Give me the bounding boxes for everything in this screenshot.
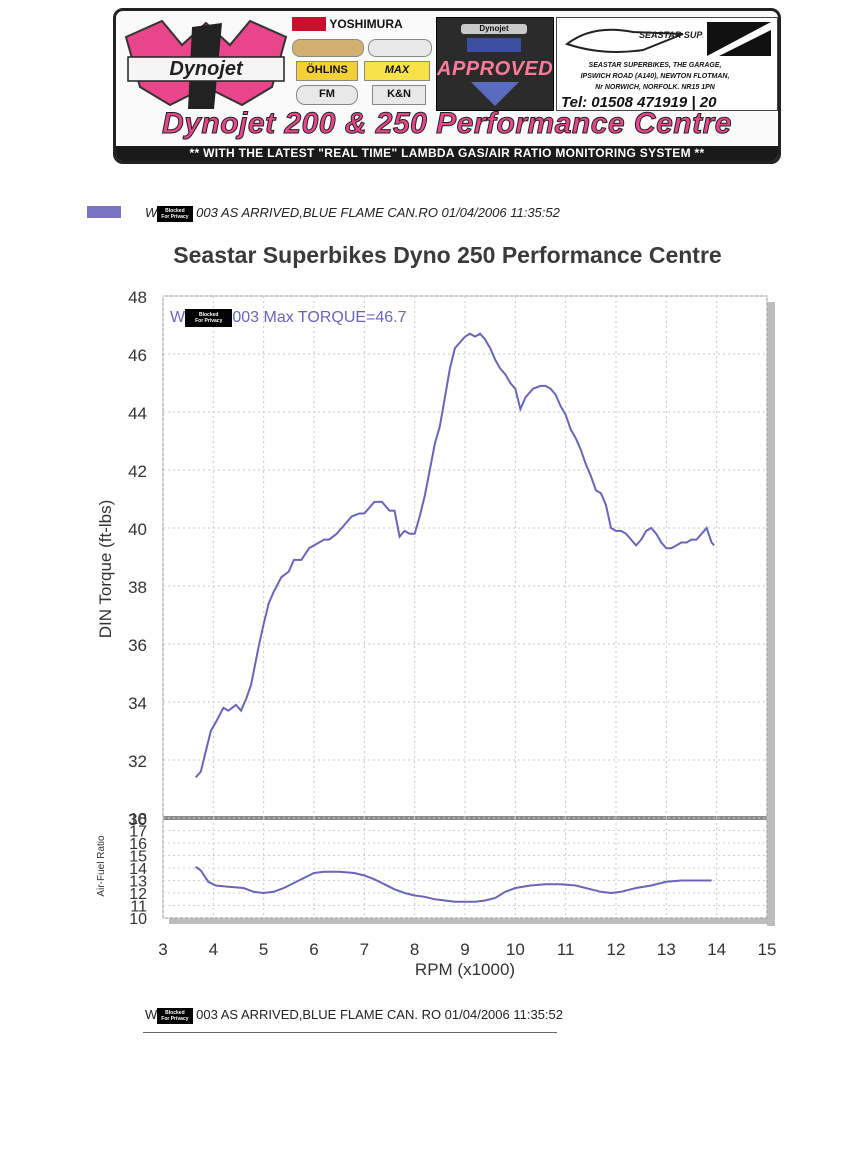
y-tick-label: 34: [128, 694, 147, 713]
privacy-block: Blocked For Privacy: [157, 205, 193, 222]
privacy-block: Blocked For Privacy: [185, 309, 233, 327]
sponsor-fm: FM: [296, 85, 358, 105]
seastar-address: SEASTAR SUPERBIKES, THE GARAGE, IPSWICH …: [580, 62, 730, 91]
x-tick-label: 4: [209, 940, 218, 959]
x-tick-label: 8: [410, 940, 419, 959]
y-tick-label: 18: [129, 811, 147, 828]
y-tick-label: 38: [128, 578, 147, 597]
y-tick-label: 32: [128, 752, 147, 771]
y-tick-label: 11: [130, 899, 147, 916]
legend-entry: W Blocked For Privacy 003 AS ARRIVED,BLUE …: [145, 205, 560, 222]
x-tick-label: 13: [657, 940, 676, 959]
x-tick-label: 11: [557, 940, 575, 959]
torque-grid: [162, 295, 768, 819]
footer-rule: [143, 1032, 557, 1033]
x-tick-label: 7: [360, 940, 369, 959]
y-tick-label: 30: [128, 810, 147, 829]
panel-divider: [163, 816, 767, 820]
y-tick-label: 15: [129, 849, 147, 866]
approved-badge-top: Dynojet: [461, 24, 527, 34]
y-tick-label: 16: [129, 836, 147, 853]
x-tick-label: 6: [309, 940, 318, 959]
x-tick-label: 3: [158, 940, 167, 959]
approved-text: APPROVED: [437, 58, 554, 80]
banner-title: Dynojet 200 & 250 Performance Centre: [162, 107, 732, 141]
sponsor-ohlins: ÖHLINS: [296, 61, 358, 81]
approved-triangle-icon: [471, 82, 519, 106]
x-tick-label: 9: [460, 940, 469, 959]
torque-y-tick-labels: 30 32 34 36 38 40 42 44 46 48: [128, 288, 147, 829]
y-tick-label: 46: [128, 346, 147, 365]
y-tick-label: 48: [128, 288, 147, 307]
legend-swatch: [87, 206, 121, 218]
y-tick-label: 14: [129, 861, 147, 878]
seastar-logo-block: SEASTAR SUPERBIKES SEASTAR SUPERBIKES, T…: [556, 17, 778, 111]
flag-icon: [707, 22, 771, 56]
x-tick-labels: 3 4 5 6 7 8 9 10 11 12 13 14 15: [158, 940, 776, 959]
banner-strip: ** WITH THE LATEST "REAL TIME" LAMBDA GA…: [116, 146, 778, 161]
y-tick-label: 12: [129, 886, 147, 903]
y-tick-label: 40: [128, 520, 147, 539]
sponsor-max: MAX: [364, 61, 430, 81]
privacy-block: Blocked For Privacy: [157, 1007, 193, 1024]
plot-area: [162, 295, 768, 919]
chart-shadow: [169, 918, 775, 924]
footer-run-info: W Blocked For Privacy 003 AS ARRIVED,BLUE …: [145, 1007, 563, 1024]
max-torque-annotation: W Blocked For Privacy 003 Max TORQUE=46.7: [170, 309, 407, 327]
x-tick-label: 10: [506, 940, 525, 959]
sponsor-banner: Dynojet YOSHIMURA ÖHLINS MAX FM K&N Dyno…: [113, 8, 781, 164]
sponsor-logo: [292, 39, 364, 57]
sponsor-yoshimura: YOSHIMURA: [292, 16, 428, 34]
sponsor-logo: [368, 39, 432, 57]
dynojet-logo: Dynojet: [124, 19, 288, 109]
y-tick-label: 10: [129, 911, 147, 928]
svg-text:SEASTAR SUPERBIKES: SEASTAR SUPERBIKES: [639, 30, 703, 40]
y-axis-label-afr: Air-Fuel Ratio: [96, 835, 107, 897]
x-axis-label: RPM (x1000): [415, 960, 515, 979]
y-tick-label: 42: [128, 462, 147, 481]
dynojet-logo-text: Dynojet: [169, 58, 244, 80]
torque-series-line: [194, 332, 715, 779]
y-axis-label-torque: DIN Torque (ft-lbs): [96, 500, 115, 639]
y-tick-label: 13: [129, 874, 147, 891]
sponsor-kn: K&N: [372, 85, 426, 105]
x-tick-label: 12: [607, 940, 626, 959]
y-tick-label: 17: [129, 824, 147, 841]
y-tick-label: 44: [128, 404, 147, 423]
dynojet-approved-badge: Dynojet APPROVED: [436, 17, 554, 111]
y-tick-label: 36: [128, 636, 147, 655]
x-tick-label: 14: [707, 940, 726, 959]
x-tick-label: 15: [758, 940, 777, 959]
afr-grid: [162, 817, 768, 919]
chart-title: Seastar Superbikes Dyno 250 Performance …: [173, 242, 722, 268]
x-tick-label: 5: [259, 940, 268, 959]
seastar-logo-icon: SEASTAR SUPERBIKES: [564, 28, 703, 53]
chart-shadow: [767, 302, 775, 926]
seastar-telephone: Tel: 01508 471919 | 20: [561, 94, 717, 111]
afr-series-line: [195, 865, 712, 903]
